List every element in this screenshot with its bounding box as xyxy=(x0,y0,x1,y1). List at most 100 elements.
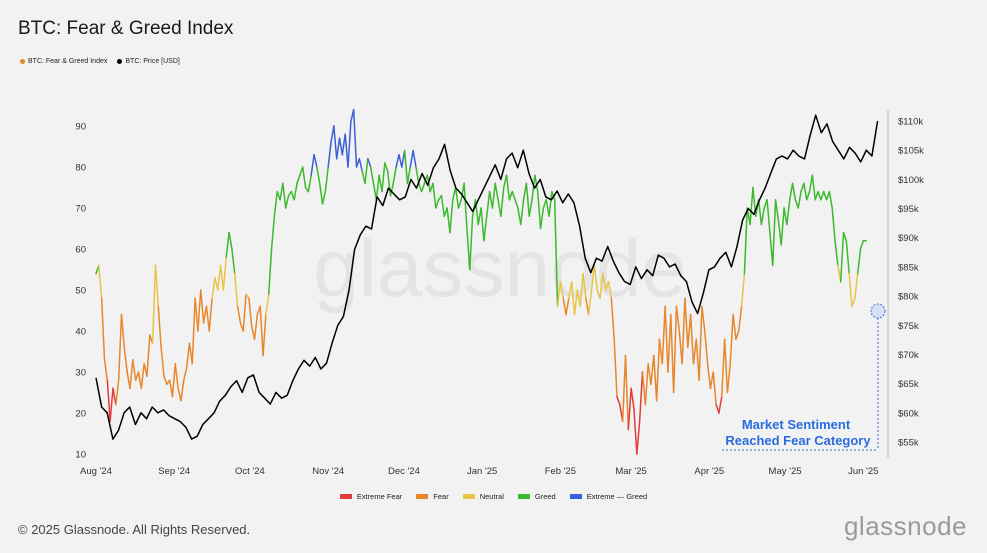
fear-greed-segment xyxy=(180,379,185,402)
legend-item-fear-greed[interactable]: BTC: Fear & Greed Index xyxy=(20,58,107,65)
top-legend: BTC: Fear & Greed Index BTC: Price [USD] xyxy=(20,58,180,65)
fear-greed-segment xyxy=(616,395,621,406)
fear-greed-segment xyxy=(712,371,717,406)
fear-greed-segment xyxy=(381,162,386,193)
fear-greed-segment xyxy=(197,289,202,332)
swatch-greed xyxy=(517,494,530,499)
annotation-circle xyxy=(870,303,886,319)
fear-greed-segment xyxy=(163,375,168,386)
legend-item-fear[interactable]: Fear xyxy=(416,492,449,501)
fear-greed-segment xyxy=(449,199,454,234)
fear-greed-segment xyxy=(194,297,199,332)
fear-greed-segment xyxy=(670,313,675,394)
fear-greed-segment xyxy=(539,207,545,230)
y-left-tick-label: 10 xyxy=(75,450,86,461)
fear-greed-segment xyxy=(786,199,791,226)
fear-greed-segment xyxy=(236,305,242,324)
fear-greed-segment xyxy=(851,297,856,308)
fear-greed-segment xyxy=(834,240,839,267)
y-right-tick-label: $85k xyxy=(898,262,919,273)
fear-greed-segment xyxy=(106,379,111,422)
fear-greed-segment xyxy=(692,338,698,365)
fear-greed-segment xyxy=(100,297,106,361)
fear-greed-segment xyxy=(112,387,117,406)
fear-greed-segment xyxy=(307,174,312,193)
fear-greed-segment xyxy=(403,149,409,185)
y-right-tick-label: $65k xyxy=(898,379,919,390)
legend-item-price[interactable]: BTC: Price [USD] xyxy=(117,58,180,65)
price-series xyxy=(95,114,879,440)
fear-greed-segment xyxy=(296,174,301,185)
x-tick-label: Aug '24 xyxy=(80,466,112,477)
legend-dot-fear-greed xyxy=(20,59,25,64)
fear-greed-segment xyxy=(318,182,324,205)
fear-greed-segment xyxy=(831,207,836,242)
fear-greed-segment xyxy=(406,166,412,185)
fear-greed-segment xyxy=(718,395,723,414)
fear-greed-segment xyxy=(859,240,865,250)
fear-greed-segment xyxy=(661,305,666,365)
legend-item-extreme-fear[interactable]: Extreme Fear xyxy=(339,492,402,501)
fear-greed-segment xyxy=(418,182,423,193)
fear-greed-segment xyxy=(689,313,695,365)
fear-greed-segment xyxy=(534,174,539,193)
y-left-tick-label: 60 xyxy=(75,245,86,256)
fear-greed-segment xyxy=(774,199,780,222)
y-left-tick-label: 50 xyxy=(75,286,86,297)
fear-greed-segment xyxy=(579,272,584,308)
fear-greed-series xyxy=(95,108,867,455)
fear-greed-segment xyxy=(344,133,349,168)
price-line xyxy=(95,114,879,440)
fear-greed-segment xyxy=(284,194,290,209)
fear-greed-segment xyxy=(369,166,375,185)
fear-greed-segment xyxy=(174,363,179,390)
watermark-text: glassnode xyxy=(313,223,687,314)
fear-greed-segment xyxy=(587,289,593,316)
annotation-group: Market Sentiment Reached Fear Category xyxy=(722,303,886,451)
swatch-extreme-fear xyxy=(339,494,352,499)
fear-greed-segment xyxy=(333,125,338,160)
fear-greed-segment xyxy=(117,313,123,381)
fear-greed-segment xyxy=(528,199,533,217)
fear-greed-segment xyxy=(854,272,859,299)
fear-greed-segment xyxy=(491,182,496,209)
legend-item-greed[interactable]: Greed xyxy=(517,492,556,501)
fear-greed-segment xyxy=(514,199,519,209)
fear-greed-segment xyxy=(367,158,372,168)
fear-greed-segment xyxy=(432,182,437,209)
fear-greed-segment xyxy=(364,158,369,185)
y-right-tick-label: $55k xyxy=(898,438,919,449)
x-tick-label: Nov '24 xyxy=(312,466,344,477)
fear-greed-segment xyxy=(644,363,649,406)
fear-greed-segment xyxy=(466,227,471,271)
y-right-tick-label: $80k xyxy=(898,292,919,303)
fear-greed-segment xyxy=(817,190,822,201)
fear-greed-segment xyxy=(638,371,644,422)
fear-greed-segment xyxy=(650,354,655,386)
fear-greed-segment xyxy=(701,305,706,332)
fear-greed-segment xyxy=(231,248,236,275)
y-axis-right: $55k $60k $65k $70k $75k $80k $85k $90k $95k $100… xyxy=(887,110,924,458)
y-left-tick-label: 80 xyxy=(75,163,86,174)
fear-greed-segment xyxy=(531,174,536,201)
fear-greed-segment xyxy=(856,248,862,275)
fear-greed-segment xyxy=(655,338,661,402)
fear-greed-segment xyxy=(358,158,363,172)
fear-greed-segment xyxy=(446,207,451,234)
fear-greed-segment xyxy=(137,371,143,390)
fear-greed-segment xyxy=(200,289,205,324)
x-tick-label: May '25 xyxy=(769,466,802,477)
fear-greed-segment xyxy=(398,153,403,168)
y-right-tick-label: $75k xyxy=(898,321,919,332)
fear-greed-segment xyxy=(217,264,222,291)
fear-greed-segment xyxy=(525,182,530,217)
fear-greed-segment xyxy=(590,264,596,291)
legend-item-extreme-greed[interactable]: Extreme — Greed xyxy=(569,492,647,501)
fear-greed-segment xyxy=(780,207,785,246)
legend-item-neutral[interactable]: Neutral xyxy=(462,492,504,501)
fear-greed-segment xyxy=(732,313,737,340)
fear-greed-segment xyxy=(545,199,550,217)
fear-greed-segment xyxy=(508,190,513,201)
fear-greed-segment xyxy=(316,166,321,185)
